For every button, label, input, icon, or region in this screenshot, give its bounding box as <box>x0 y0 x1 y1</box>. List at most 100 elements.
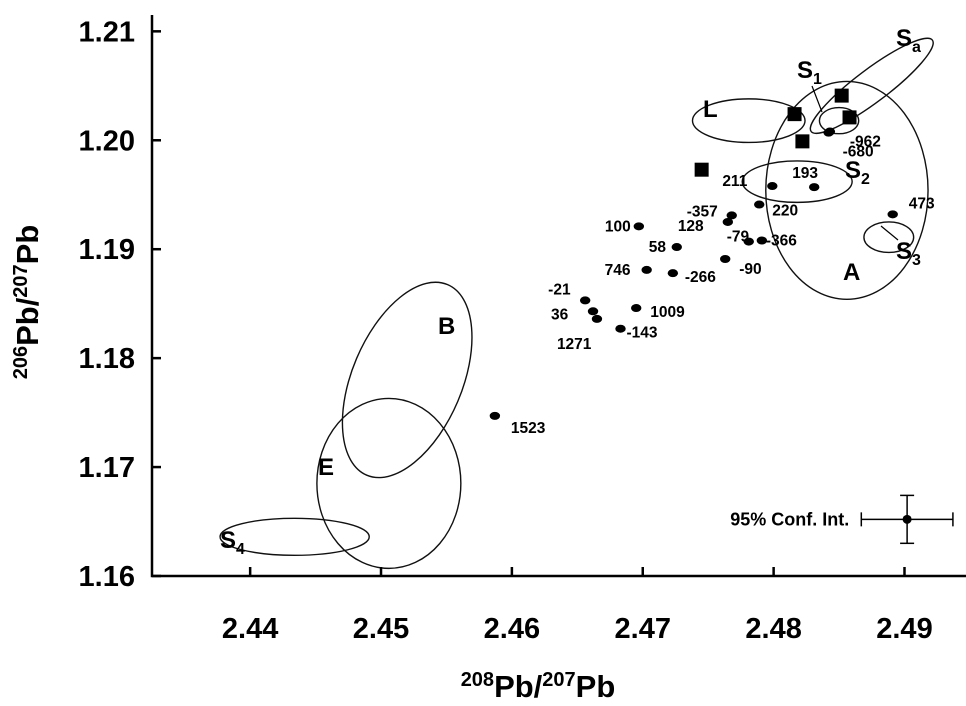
region-label-sub: 2 <box>861 171 870 188</box>
y-tick-label-5: 1.21 <box>79 16 135 48</box>
region-label-main: S <box>896 238 912 265</box>
point-12 <box>720 255 731 264</box>
point-label-1: 58 <box>649 239 667 256</box>
point-20 <box>823 128 834 137</box>
region-label-sub: 3 <box>912 252 921 269</box>
region-label-b: B <box>438 313 455 340</box>
ci-center-point <box>902 514 912 524</box>
x-axis-title-sup2: 207 <box>542 669 575 691</box>
region-label-main: S <box>845 157 861 184</box>
ci-label: 95% Conf. Int. <box>730 509 849 529</box>
point-6 <box>591 314 603 323</box>
point-0 <box>633 222 645 231</box>
region-label-sub: 4 <box>236 541 245 558</box>
point-label-7: 1009 <box>650 304 685 321</box>
y-tick-label-0: 1.16 <box>79 561 135 593</box>
square-point-1 <box>787 107 802 122</box>
point-label-2: 746 <box>605 262 631 279</box>
point-label-6: 1271 <box>557 336 592 353</box>
x-tick-label-4: 2.48 <box>745 613 801 645</box>
confidence-interval: 95% Conf. Int. <box>730 494 954 545</box>
y-axis-title-sup2: 207 <box>10 264 32 297</box>
point-label-0: 100 <box>605 218 631 235</box>
region-label-sub: 1 <box>813 71 822 88</box>
region-label-main: S <box>220 527 236 554</box>
x-axis-title-base: Pb/ <box>494 669 543 704</box>
region-label-s1: S1 <box>797 57 822 88</box>
point-label-4: -21 <box>548 281 571 298</box>
point-label-3: -266 <box>685 269 716 286</box>
point-label-13: -79 <box>727 229 750 246</box>
region-label-l: L <box>703 96 718 123</box>
point-11 <box>722 217 734 226</box>
region-ellipse-s3 <box>863 221 915 254</box>
data-marks <box>489 88 898 420</box>
point-label-18: 473 <box>909 195 935 212</box>
y-tick-label-1: 1.17 <box>79 452 135 484</box>
point-14 <box>756 236 768 245</box>
region-label-main: L <box>703 96 718 123</box>
leader-s3 <box>880 225 899 241</box>
x-tick-label-5: 2.49 <box>876 613 932 645</box>
y-tick-label-3: 1.19 <box>79 234 135 266</box>
point-8 <box>615 324 626 333</box>
point-18 <box>887 210 898 219</box>
region-ellipse-e <box>316 397 462 570</box>
point-label-9: 1523 <box>511 420 546 437</box>
region-label-main: S <box>896 25 912 52</box>
x-axis-ticks: 2.44 2.45 2.46 2.47 2.48 2.49 <box>222 567 933 645</box>
point-13 <box>743 237 754 246</box>
region-label-e: E <box>318 454 334 481</box>
region-ellipse-s1 <box>818 106 860 135</box>
region-label-s2: S2 <box>845 157 870 188</box>
square-point-0 <box>694 162 709 177</box>
point-10 <box>726 211 737 220</box>
point-9 <box>489 411 501 420</box>
region-ellipse-s4 <box>219 517 370 557</box>
y-tick-label-2: 1.18 <box>79 343 135 375</box>
region-ellipse-a <box>765 80 929 301</box>
square-point-4 <box>795 134 810 149</box>
x-tick-label-1: 2.45 <box>353 613 409 645</box>
point-label-5: 36 <box>551 306 569 323</box>
point-label-12: -90 <box>739 261 761 278</box>
square-point-3 <box>842 110 857 125</box>
x-axis-title: 208Pb/207Pb <box>461 669 616 704</box>
y-tick-label-4: 1.20 <box>79 125 135 157</box>
region-label-main: A <box>843 259 860 286</box>
point-5 <box>587 307 599 316</box>
region-label-main: B <box>438 313 455 340</box>
x-axis-title-base2: Pb <box>576 669 616 704</box>
x-tick-label-2: 2.46 <box>484 613 540 645</box>
region-ellipse-b <box>341 281 473 479</box>
region-label-main: E <box>318 454 334 481</box>
leader-s1 <box>811 85 823 113</box>
point-2 <box>641 265 652 274</box>
x-axis-title-sup: 208 <box>461 669 494 691</box>
region-ellipse-s2 <box>741 160 853 204</box>
y-axis-ticks: 1.16 1.17 1.18 1.19 1.20 1.21 <box>79 16 161 593</box>
y-axis-title-base2: Pb <box>10 225 45 265</box>
region-label-a: A <box>843 259 860 286</box>
leader-lines <box>811 85 899 241</box>
region-ellipses <box>219 37 934 570</box>
point-label-17: 193 <box>792 165 818 182</box>
point-7 <box>631 304 642 313</box>
y-axis-title-sup: 206 <box>10 346 32 379</box>
point-label-8: -143 <box>627 325 658 342</box>
point-1 <box>671 243 682 252</box>
point-16 <box>754 200 765 209</box>
point-15 <box>767 182 778 191</box>
region-label-s4: S4 <box>220 527 245 558</box>
region-ellipse-l <box>691 98 806 144</box>
point-label-19: -962 <box>850 134 881 151</box>
x-tick-label-0: 2.44 <box>222 613 278 645</box>
y-axis-title: 206Pb/207Pb <box>10 225 45 380</box>
point-label-11: 128 <box>678 218 704 235</box>
point-label-16: 220 <box>772 203 798 220</box>
point-labels: 100 58 746 -266 -21 36 1271 1009 -143 1523 -357128… <box>511 134 935 437</box>
point-4 <box>579 296 591 305</box>
region-label-sa: Sa <box>896 25 921 56</box>
